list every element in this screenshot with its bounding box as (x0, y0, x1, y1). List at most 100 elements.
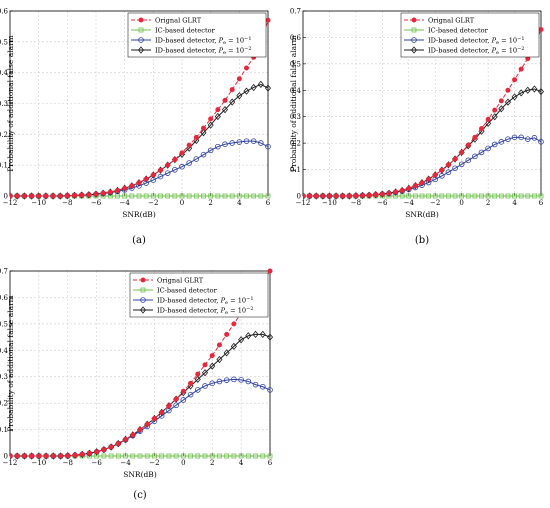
x-tick-label: −6 (92, 459, 103, 467)
data-point (231, 376, 237, 383)
data-point (505, 193, 511, 199)
data-point (531, 85, 538, 93)
data-point (86, 450, 92, 456)
legend: Orignal GLRT IC-based detector ID-based de… (400, 12, 540, 58)
data-point (209, 362, 216, 370)
legend-text: ID-based detector, (428, 46, 492, 54)
legend-marker (138, 17, 144, 23)
y-tick-label: 0.1 (0, 426, 8, 434)
data-point (498, 193, 504, 199)
legend-entry: Orignal GLRT (157, 276, 204, 284)
data-point (267, 387, 273, 393)
legend-text: Orignal GLRT (155, 16, 202, 24)
legend-marker (140, 297, 146, 303)
data-point (266, 333, 274, 341)
data-point (243, 87, 250, 95)
chart-panel-a: −12 −10 −8 −6 −4 −2 0 2 4 6 0 0.1 0.2 0.3 0.4 0.5 0.6 SNR… (0, 8, 272, 246)
data-point (207, 121, 214, 129)
legend-marker (411, 37, 417, 43)
legend-entry: ID-based detector, Pe = 10−2 (157, 306, 254, 316)
data-point (511, 134, 518, 141)
y-tick-label: 0.7 (290, 8, 301, 16)
data-point (143, 176, 149, 182)
data-point (260, 453, 266, 459)
data-point (538, 27, 544, 32)
data-point (188, 380, 194, 386)
y-tick-label: 0.5 (0, 320, 8, 328)
data-point (439, 167, 445, 173)
data-point (108, 453, 114, 459)
data-point (479, 126, 484, 132)
data-point (64, 193, 70, 199)
legend-entry: ID-based detector, Pe = 10−2 (428, 46, 525, 56)
data-point (538, 193, 544, 199)
legend-marker (411, 17, 417, 23)
legend-equals: = 10 (499, 36, 517, 44)
data-point (498, 105, 505, 113)
x-tick-label: 6 (268, 459, 273, 467)
y-tick-label: 0.3 (0, 100, 8, 108)
y-tick-label: 0 (4, 193, 8, 201)
data-point (265, 143, 271, 150)
panel-label: (c) (133, 490, 147, 501)
data-point (252, 330, 259, 339)
y-tick-label: 0.6 (0, 8, 9, 16)
data-point (244, 65, 249, 71)
x-tick-label: −10 (31, 199, 46, 207)
legend-entry: Orignal GLRT (428, 16, 475, 24)
data-point (492, 193, 498, 199)
legend-marker (411, 27, 417, 33)
data-point (245, 378, 252, 385)
data-point (238, 453, 244, 459)
data-point (238, 336, 245, 344)
data-point (10, 453, 13, 459)
data-point (216, 378, 223, 385)
data-point (432, 193, 438, 199)
data-point (207, 147, 214, 154)
y-tick-label: 0 (4, 453, 8, 461)
data-point (465, 193, 471, 199)
data-point (326, 193, 332, 199)
data-point (236, 139, 243, 145)
data-point (265, 193, 271, 199)
data-point (360, 192, 365, 198)
data-point (525, 193, 531, 199)
data-point (245, 332, 252, 340)
data-point (531, 135, 538, 141)
legend-symbol: P (220, 306, 226, 314)
legend-subscript: e (223, 50, 226, 56)
data-point (150, 172, 156, 178)
data-point (485, 193, 491, 199)
y-tick-label: 0.3 (0, 373, 8, 381)
data-point (186, 193, 192, 199)
data-point (137, 427, 143, 433)
data-point (166, 453, 172, 459)
data-point (472, 193, 478, 199)
data-point (472, 153, 478, 160)
data-point (505, 136, 511, 142)
data-point (236, 92, 243, 100)
data-point (130, 453, 136, 459)
data-point (165, 162, 171, 168)
x-tick-label: −6 (377, 199, 388, 207)
data-point (498, 139, 505, 145)
data-point (353, 193, 359, 199)
y-axis-label: Probability of additional false alarm (6, 35, 15, 172)
data-point (373, 192, 379, 198)
y-tick-label: 0.6 (0, 294, 9, 302)
x-axis-label: SNR(dB) (123, 470, 157, 479)
data-point (313, 193, 319, 199)
data-point (180, 388, 186, 394)
series-2 (303, 134, 544, 199)
data-point (29, 193, 34, 199)
data-point (531, 193, 537, 199)
legend-exponent: −2 (517, 46, 524, 52)
legend-text: ID-based detector, (155, 36, 219, 44)
x-tick-label: −10 (31, 459, 46, 467)
data-point (115, 453, 121, 459)
data-point (432, 172, 438, 178)
data-point (72, 192, 77, 198)
x-tick-label: −2 (148, 199, 158, 207)
x-tick-label: −8 (351, 199, 361, 207)
